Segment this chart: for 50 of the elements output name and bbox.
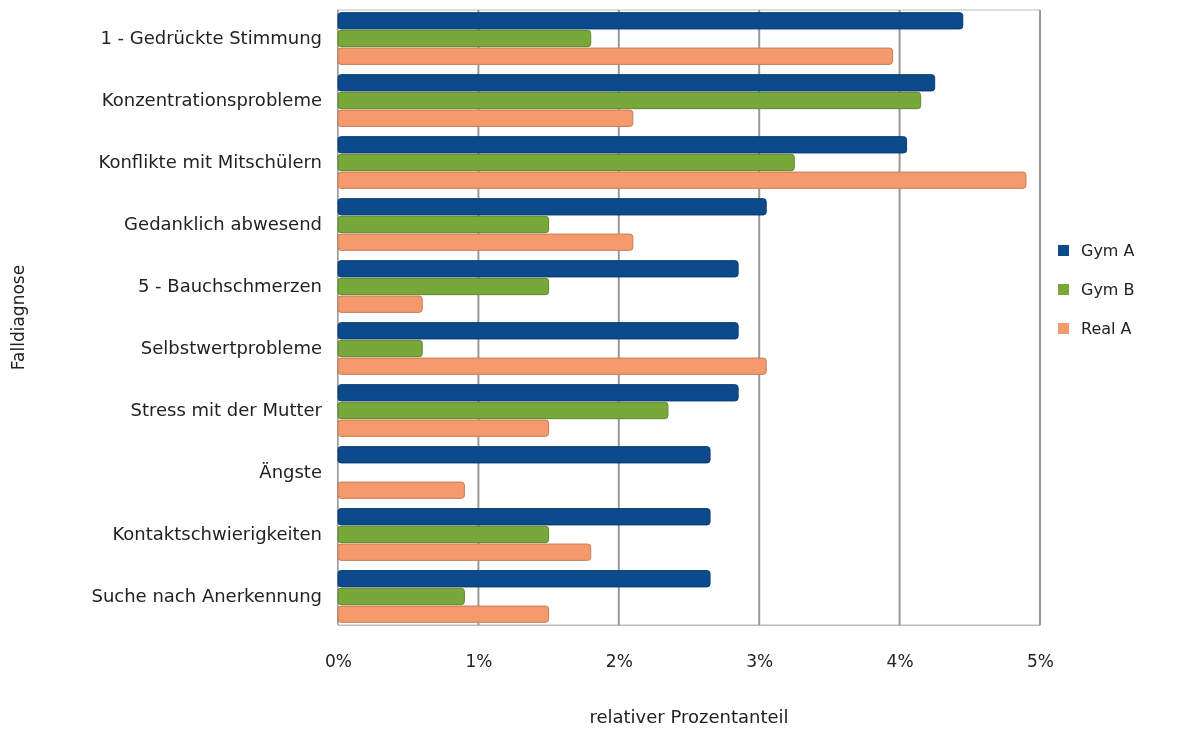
- bar: [337, 357, 767, 375]
- x-axis-title: relativer Prozentanteil: [589, 706, 789, 727]
- bar: [337, 401, 669, 420]
- bar: [337, 91, 922, 110]
- bar: [337, 543, 592, 561]
- bar: [337, 322, 739, 340]
- bar: [337, 339, 423, 358]
- bar: [337, 29, 592, 48]
- y-tick-label: Gedanklich abwesend: [124, 213, 322, 235]
- bar: [337, 570, 711, 588]
- legend-label: Real A: [1081, 319, 1132, 338]
- x-tick-label: 3%: [746, 651, 774, 672]
- y-tick-label: Konzentrationsprobleme: [101, 89, 322, 111]
- y-tick-label: 1 - Gedrückte Stimmung: [100, 27, 322, 49]
- bar: [337, 74, 936, 92]
- bar: [337, 508, 711, 526]
- bar: [337, 153, 795, 172]
- bar: [337, 295, 423, 313]
- y-tick-label: Suche nach Anerkennung: [91, 585, 322, 607]
- y-tick-label: 5 - Bauchschmerzen: [137, 275, 322, 297]
- bar: [337, 260, 739, 278]
- bar: [337, 171, 1027, 189]
- bar: [337, 481, 465, 499]
- bar: [337, 446, 711, 464]
- legend-label: Gym A: [1081, 241, 1135, 260]
- x-tick-label: 0%: [325, 651, 352, 672]
- bar: [337, 47, 894, 65]
- x-tick-label: 4%: [886, 651, 914, 672]
- bar: [337, 525, 550, 544]
- bar: [337, 198, 767, 216]
- x-tick-label: 2%: [605, 651, 633, 672]
- bar: [337, 136, 908, 154]
- bar: [337, 109, 634, 127]
- y-tick-label: Ängste: [259, 461, 322, 483]
- bar: [337, 12, 964, 30]
- bar: [337, 277, 550, 296]
- bar: [337, 384, 739, 402]
- bar: [337, 215, 550, 234]
- bar: [337, 587, 465, 606]
- y-axis-title: Falldiagnose: [8, 264, 28, 371]
- y-tick-label: Selbstwertprobleme: [140, 337, 322, 359]
- bar: [337, 419, 550, 437]
- x-tick-label: 1%: [465, 651, 493, 672]
- y-tick-label: Stress mit der Mutter: [130, 399, 323, 421]
- bar: [337, 233, 634, 251]
- bar: [337, 605, 550, 623]
- y-tick-label: Konflikte mit Mitschülern: [98, 151, 322, 173]
- legend-label: Gym B: [1081, 280, 1135, 299]
- y-tick-label: Kontaktschwierigkeiten: [112, 523, 322, 545]
- x-tick-label: 5%: [1027, 651, 1054, 672]
